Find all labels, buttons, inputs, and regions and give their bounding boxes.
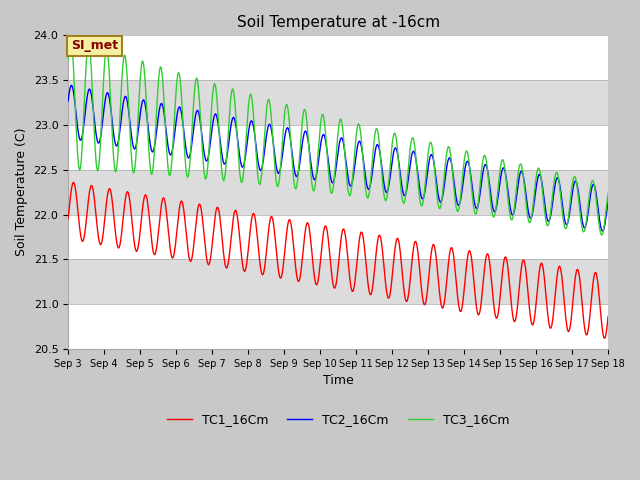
TC1_16Cm xyxy=(600,336,608,341)
TC1_16Cm xyxy=(404,293,412,299)
TC1_16Cm xyxy=(131,240,138,245)
TC2_16Cm xyxy=(75,132,83,138)
TC3_16Cm xyxy=(604,191,612,196)
TC3_16Cm xyxy=(67,34,74,39)
Bar xyxy=(68,304,608,349)
Line: TC2_16Cm: TC2_16Cm xyxy=(68,85,608,231)
Text: SI_met: SI_met xyxy=(71,39,118,52)
Line: TC3_16Cm: TC3_16Cm xyxy=(68,36,608,235)
TC2_16Cm xyxy=(604,198,612,204)
Bar xyxy=(68,215,608,259)
Y-axis label: Soil Temperature (C): Soil Temperature (C) xyxy=(15,128,28,256)
TC3_16Cm xyxy=(404,165,412,170)
TC3_16Cm xyxy=(420,192,428,197)
Legend: TC1_16Cm, TC2_16Cm, TC3_16Cm: TC1_16Cm, TC2_16Cm, TC3_16Cm xyxy=(162,408,514,432)
TC1_16Cm xyxy=(214,204,221,210)
TC1_16Cm xyxy=(185,255,193,261)
TC3_16Cm xyxy=(185,168,193,174)
Bar xyxy=(68,125,608,170)
TC3_16Cm xyxy=(214,105,221,111)
Line: TC1_16Cm: TC1_16Cm xyxy=(68,182,608,338)
TC2_16Cm xyxy=(599,228,607,234)
TC1_16Cm xyxy=(70,180,77,185)
TC2_16Cm xyxy=(404,176,412,181)
Title: Soil Temperature at -16cm: Soil Temperature at -16cm xyxy=(237,15,440,30)
TC3_16Cm xyxy=(64,56,72,62)
TC1_16Cm xyxy=(64,216,72,221)
TC1_16Cm xyxy=(75,216,83,221)
Bar xyxy=(68,36,608,80)
TC2_16Cm xyxy=(420,192,428,198)
TC3_16Cm xyxy=(598,232,605,238)
Bar xyxy=(68,259,608,304)
TC2_16Cm xyxy=(185,155,193,160)
TC2_16Cm xyxy=(214,118,221,123)
TC3_16Cm xyxy=(75,164,83,169)
TC3_16Cm xyxy=(131,169,138,175)
Bar xyxy=(68,80,608,125)
TC1_16Cm xyxy=(420,302,428,308)
TC2_16Cm xyxy=(131,146,138,152)
X-axis label: Time: Time xyxy=(323,374,353,387)
TC1_16Cm xyxy=(604,313,612,319)
TC2_16Cm xyxy=(67,83,75,88)
Bar xyxy=(68,170,608,215)
TC2_16Cm xyxy=(64,98,72,104)
